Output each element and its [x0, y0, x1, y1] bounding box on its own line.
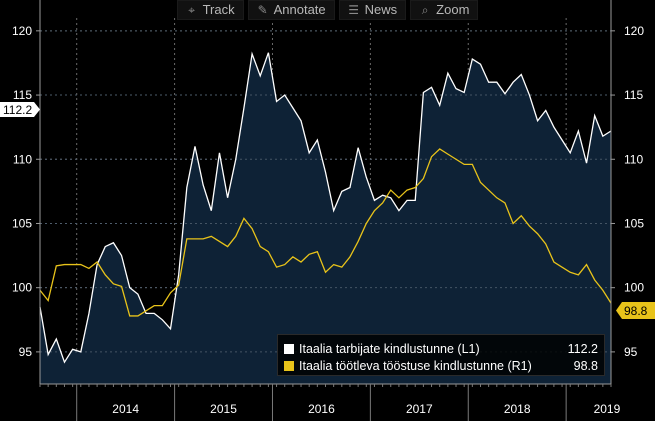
series-lines: [39, 51, 612, 364]
chart-toolbar: ⌖ Track ✎ Annotate ☰ News ⌕ Zoom: [0, 0, 655, 20]
consumer-area-fill: [40, 52, 611, 385]
zoom-button[interactable]: ⌕ Zoom: [410, 0, 479, 20]
right-tick-label: 110: [624, 152, 643, 166]
legend-value-consumer: 112.2: [567, 341, 598, 356]
left-value-flag-text: 112.2: [3, 103, 32, 117]
legend: Itaalia tarbijate kindlustunne (L1) 112.…: [277, 334, 605, 376]
x-tick-label: 2016: [308, 402, 335, 416]
left-axis: 95 100 105 110 115 120: [12, 24, 40, 359]
right-value-flag-text: 98.8: [624, 304, 648, 318]
legend-item-industry: Itaalia töötleva tööstuse kindlustunne (…: [284, 357, 598, 374]
newspaper-icon: ☰: [348, 3, 360, 17]
x-tick-label: 2014: [112, 402, 139, 416]
crosshair-icon: ⌖: [188, 3, 195, 17]
left-value-flag: 112.2: [0, 102, 40, 117]
zoom-label: Zoom: [436, 2, 470, 17]
left-tick-label: 120: [12, 24, 32, 38]
right-axis: 95 100 105 110 115 120: [611, 24, 644, 359]
legend-label-consumer: Itaalia tarbijate kindlustunne (L1): [299, 341, 480, 356]
legend-item-consumer: Itaalia tarbijate kindlustunne (L1) 112.…: [284, 340, 598, 357]
right-tick-label: 120: [624, 24, 644, 38]
legend-label-industry: Itaalia töötleva tööstuse kindlustunne (…: [299, 358, 532, 373]
track-label: Track: [202, 2, 235, 17]
legend-swatch-consumer: [284, 343, 294, 354]
x-tick-label: 2017: [406, 402, 433, 416]
x-tick-label: 2019: [594, 402, 621, 416]
left-tick-label: 95: [19, 345, 33, 359]
track-button[interactable]: ⌖ Track: [176, 0, 244, 20]
right-tick-label: 115: [624, 88, 643, 102]
x-tick-label: 2015: [210, 402, 237, 416]
left-tick-label: 105: [12, 216, 32, 230]
consumer-confidence-line: [39, 51, 612, 364]
consumer-area-layer: [40, 30, 611, 385]
annotate-label: Annotate: [273, 2, 326, 17]
news-button[interactable]: ☰ News: [338, 0, 407, 20]
left-tick-label: 115: [13, 88, 32, 102]
right-tick-label: 105: [624, 216, 644, 230]
right-tick-label: 95: [624, 345, 638, 359]
annotate-button[interactable]: ✎ Annotate: [247, 0, 335, 20]
legend-value-industry: 98.8: [573, 358, 598, 373]
magnifier-icon: ⌕: [421, 3, 429, 17]
news-label: News: [364, 2, 398, 17]
legend-swatch-industry: [284, 360, 294, 371]
right-value-flag: 98.8: [616, 302, 655, 319]
right-tick-label: 100: [624, 281, 644, 295]
left-tick-label: 110: [13, 152, 32, 166]
left-tick-label: 100: [12, 281, 32, 295]
industry-confidence-line: [39, 148, 612, 317]
pencil-icon: ✎: [257, 3, 268, 17]
x-axis: 2014 2015 2016 2017 2018 2019: [39, 384, 621, 421]
x-tick-label: 2018: [504, 402, 531, 416]
